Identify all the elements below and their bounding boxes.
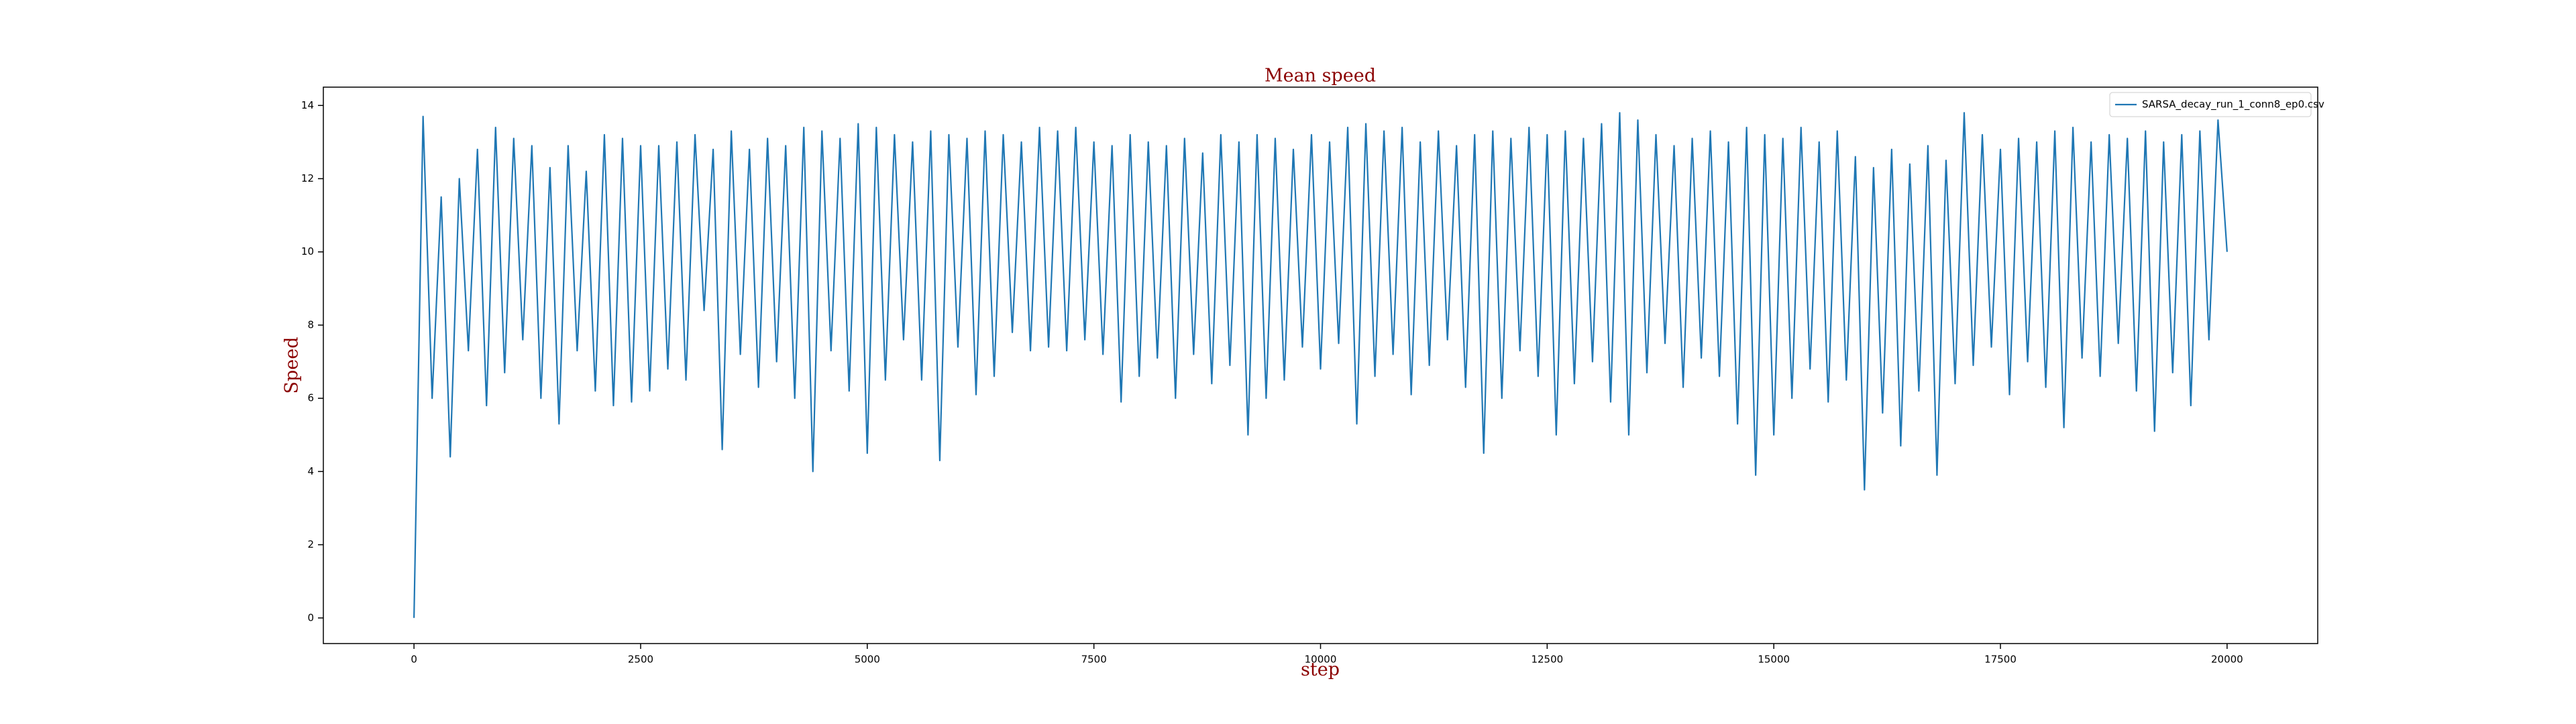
x-tick-label: 5000 — [855, 654, 880, 666]
x-tick-label: 17500 — [1984, 654, 2017, 666]
x-tick-label: 2500 — [628, 654, 653, 666]
axes-frame — [323, 86, 2318, 644]
y-tick-label: 0 — [307, 611, 314, 623]
chart-title: Mean speed — [1265, 66, 1376, 86]
x-tick-label: 15000 — [1758, 654, 1790, 666]
data-line — [413, 112, 2228, 618]
y-tick-label: 8 — [307, 318, 314, 330]
x-tick-label: 10000 — [1305, 654, 1337, 666]
y-tick-label: 4 — [307, 465, 314, 477]
y-tick-label: 12 — [301, 172, 314, 184]
y-tick-label: 14 — [301, 99, 314, 111]
x-axis-label: step — [1301, 660, 1340, 680]
x-tick-label: 0 — [411, 654, 417, 666]
x-tick-label: 20000 — [2211, 654, 2243, 666]
y-axis-label: Speed — [282, 337, 303, 394]
x-tick-label: 12500 — [1531, 654, 1563, 666]
x-tick-label: 7500 — [1081, 654, 1107, 666]
y-tick-label: 2 — [307, 538, 314, 550]
y-tick-label: 6 — [307, 392, 314, 404]
legend-label: SARSA_decay_run_1_conn8_ep0.csv — [2142, 99, 2324, 111]
legend-box — [2109, 92, 2312, 117]
y-tick-label: 10 — [301, 245, 314, 257]
